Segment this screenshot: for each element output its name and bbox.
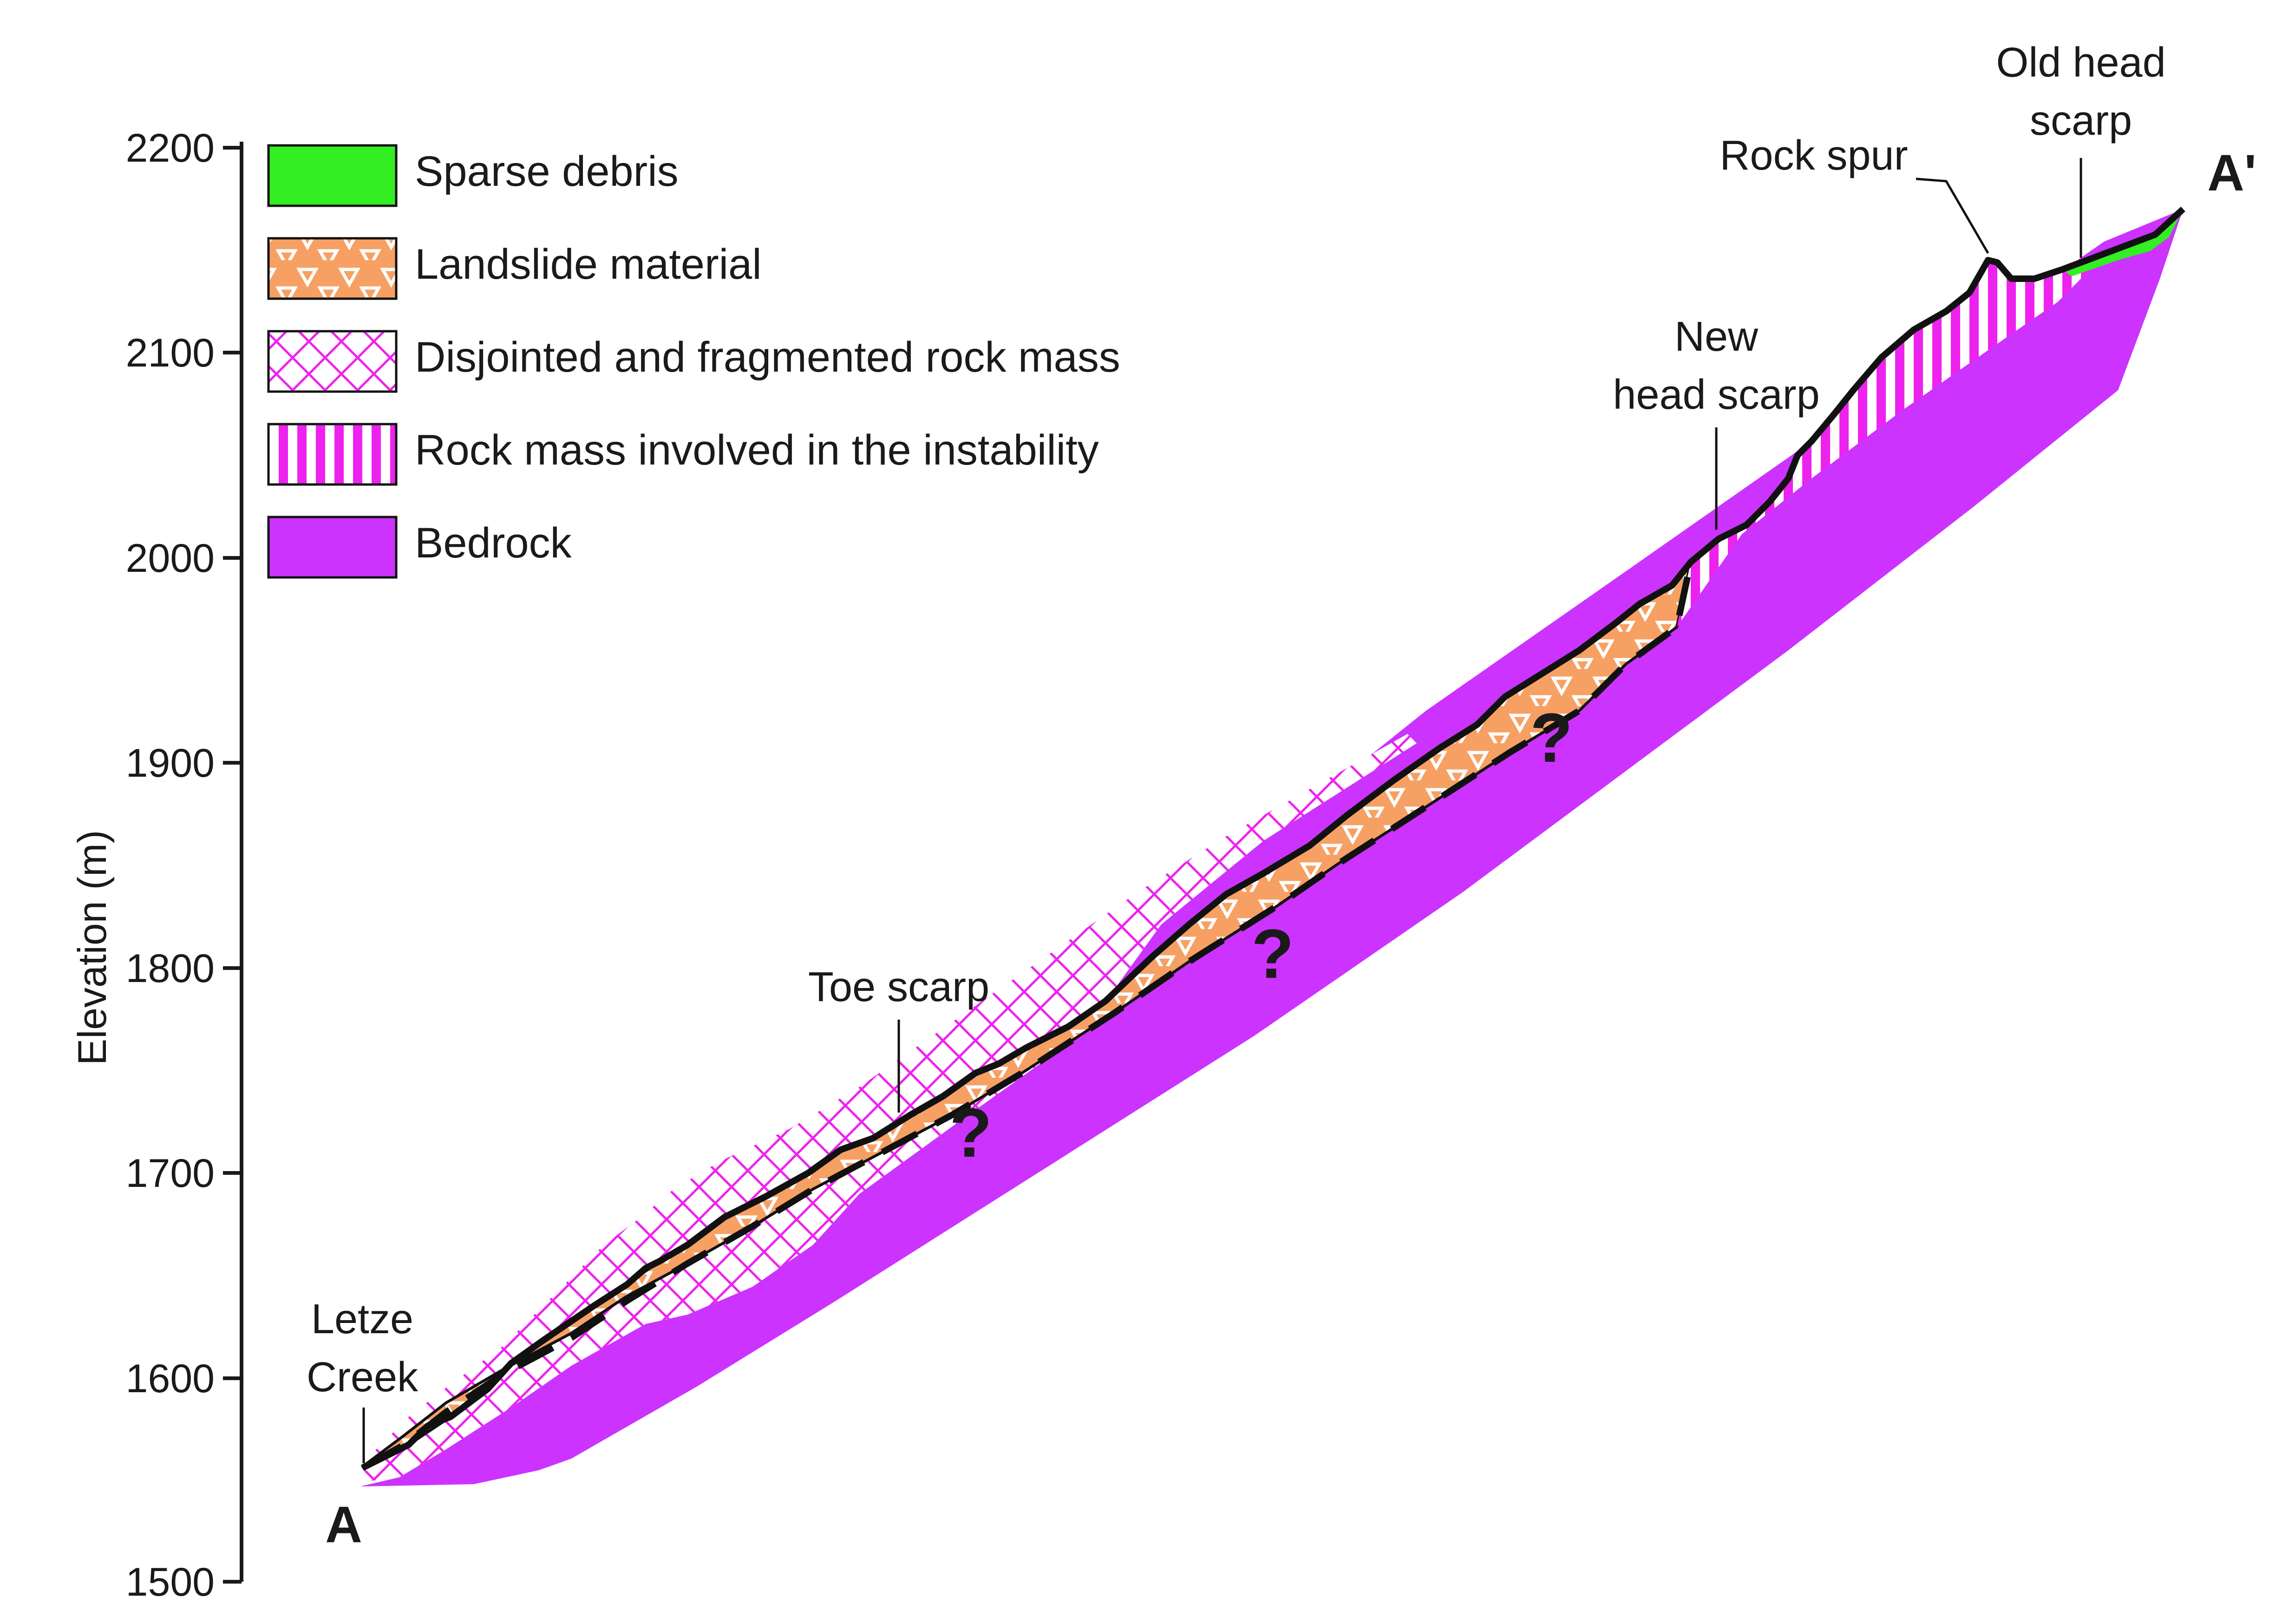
legend-item-bedrock: Bedrock <box>267 516 572 579</box>
legend: Sparse debris Landslide material Disjoin… <box>267 144 1120 579</box>
new-head-scarp-annotation: New head scarp <box>1613 314 1820 530</box>
legend-label: Landslide material <box>415 241 762 288</box>
legend-swatch <box>267 330 398 393</box>
leader-line <box>1916 177 1989 254</box>
unknown-mark: ? <box>949 1094 992 1172</box>
tick-label: 1800 <box>126 946 215 991</box>
legend-label: Disjointed and fragmented rock mass <box>415 334 1120 381</box>
instability-rock-layer <box>1677 255 2104 627</box>
legend-swatch <box>267 423 398 486</box>
toe-scarp-label: Toe scarp <box>808 964 989 1010</box>
unknown-mark: ? <box>1251 915 1294 993</box>
old-head-scarp-line2: scarp <box>2030 98 2132 144</box>
tick-label: 2000 <box>126 536 215 581</box>
new-head-scarp-line2: head scarp <box>1613 372 1819 418</box>
legend-item-fragmented-rock: Disjointed and fragmented rock mass <box>267 330 1120 393</box>
tick-label: 2100 <box>126 331 215 375</box>
toe-scarp-annotation: Toe scarp <box>808 964 989 1113</box>
legend-item-instability-rock: Rock mass involved in the instability <box>267 423 1099 486</box>
legend-swatch <box>267 237 398 300</box>
section-start-label: A <box>325 1496 362 1553</box>
unknown-mark: ? <box>1530 699 1573 777</box>
legend-label: Rock mass involved in the instability <box>415 426 1099 474</box>
legend-item-sparse-debris: Sparse debris <box>267 144 679 207</box>
legend-swatch <box>267 516 398 579</box>
tick-label: 1600 <box>126 1356 215 1401</box>
legend-label: Sparse debris <box>415 148 679 195</box>
section-end-label: A' <box>2207 144 2256 202</box>
failure-surface-dashed-line <box>365 561 1694 1469</box>
old-head-scarp-line1: Old head <box>1996 39 2165 86</box>
axis-title: Elevation (m) <box>70 830 115 1066</box>
tick-label: 1500 <box>126 1560 215 1604</box>
elevation-axis: 2200 2100 2000 1900 1800 1700 1600 1500 … <box>70 126 243 1604</box>
creek-label-line1: Letze <box>311 1296 413 1342</box>
rock-spur-label: Rock spur <box>1720 132 1908 179</box>
new-head-scarp-line1: New <box>1674 314 1759 360</box>
cross-section: ? ? ? <box>360 206 2185 1486</box>
tick-label: 1900 <box>126 741 215 786</box>
tick-label: 1700 <box>126 1151 215 1196</box>
legend-label: Bedrock <box>415 519 572 567</box>
ground-surface-line <box>360 206 2185 1471</box>
old-head-scarp-annotation: Old head scarp <box>1996 39 2166 258</box>
rock-spur-annotation: Rock spur <box>1720 132 1989 254</box>
legend-swatch <box>267 144 398 207</box>
legend-item-landslide-material: Landslide material <box>267 237 762 300</box>
bedrock-layer <box>360 209 2183 1486</box>
annotations: A A' Letze Creek Toe scarp New head scar… <box>307 39 2256 1553</box>
creek-label-line2: Creek <box>307 1354 419 1401</box>
creek-annotation: Letze Creek <box>307 1296 419 1463</box>
tick-label: 2200 <box>126 126 215 170</box>
axis-ticks <box>223 146 242 1584</box>
